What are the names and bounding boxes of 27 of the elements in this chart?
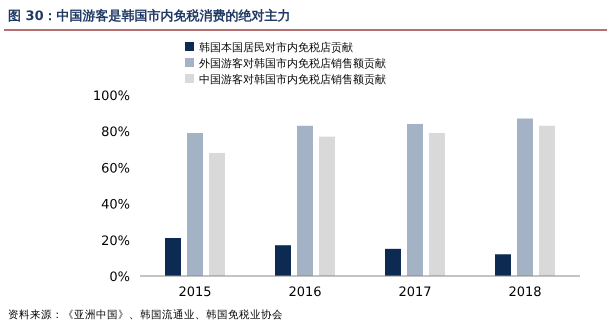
x-tick-label: 2017 (398, 285, 432, 300)
y-tick-label: 20% (101, 234, 130, 249)
bar (539, 126, 555, 276)
bar (407, 124, 423, 276)
text: 资料来源：《亚洲中国》、韩国流通业、韩国免税业协会 (8, 308, 283, 321)
chart-title: 图 30：中国游客是韩国市内免税消费的绝对主力 (8, 8, 291, 24)
legend-label: 韩国本国居民对市内免税店贡献 (199, 41, 353, 54)
y-tick-label: 0% (109, 270, 130, 285)
y-tick-label: 100% (92, 89, 130, 104)
x-tick-label: 2018 (508, 285, 542, 300)
bar (187, 133, 203, 276)
bar (517, 118, 533, 276)
bar (495, 254, 511, 276)
bar (319, 136, 335, 276)
x-tick-label: 2015 (178, 285, 212, 300)
y-tick-label: 40% (101, 198, 130, 213)
bar (385, 248, 401, 276)
x-tick-label: 2016 (288, 285, 322, 300)
y-tick-label: 80% (101, 125, 130, 140)
bar (275, 245, 291, 276)
bar (429, 133, 445, 276)
legend-label: 外国游客对韩国市内免税店销售额贡献 (199, 57, 386, 70)
legend-label: 中国游客对韩国市内免税店销售额贡献 (199, 73, 386, 86)
y-tick-label: 60% (101, 161, 130, 176)
bar (209, 152, 225, 276)
bar (297, 126, 313, 276)
bar (165, 238, 181, 276)
